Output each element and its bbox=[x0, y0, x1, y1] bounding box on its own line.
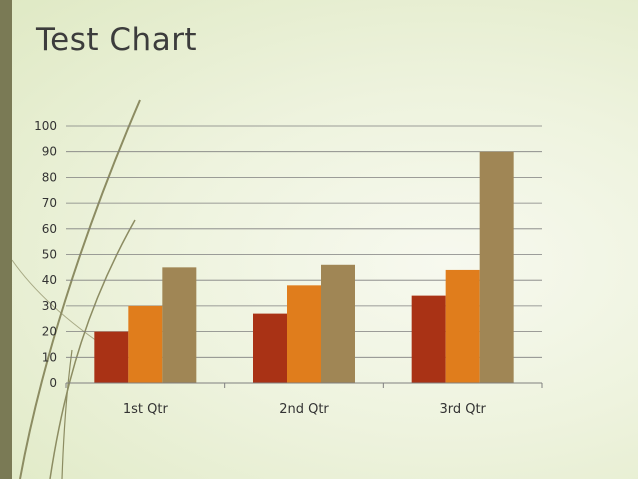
y-tick-label: 90 bbox=[42, 145, 57, 159]
bar-series1-2nd-qtr bbox=[253, 313, 287, 383]
x-tick-label: 1st Qtr bbox=[123, 402, 169, 417]
bar-series2-2nd-qtr bbox=[287, 285, 321, 383]
x-axis-tick-labels: 1st Qtr 2nd Qtr 3rd Qtr bbox=[123, 402, 487, 417]
y-tick-label: 30 bbox=[42, 299, 57, 313]
chart-title: Test Chart bbox=[36, 22, 198, 58]
bar-series3-2nd-qtr bbox=[321, 264, 355, 383]
x-axis bbox=[65, 382, 543, 388]
y-tick-label: 0 bbox=[49, 376, 57, 390]
y-tick-label: 40 bbox=[42, 273, 57, 287]
y-tick-label: 80 bbox=[42, 170, 57, 184]
x-tick-label: 2nd Qtr bbox=[279, 402, 329, 417]
bar-series1-1st-qtr bbox=[94, 331, 129, 383]
y-tick-label: 50 bbox=[42, 248, 57, 262]
y-tick-label: 60 bbox=[42, 222, 57, 236]
y-tick-label: 100 bbox=[34, 119, 57, 133]
y-tick-label: 20 bbox=[42, 325, 57, 339]
bar-series3-3rd-qtr bbox=[479, 151, 514, 383]
bar-series2-1st-qtr bbox=[128, 305, 163, 383]
bars bbox=[94, 151, 514, 383]
bar-series3-1st-qtr bbox=[162, 267, 197, 383]
bar-series1-3rd-qtr bbox=[411, 295, 446, 383]
x-tick-label: 3rd Qtr bbox=[439, 402, 486, 417]
y-tick-label: 10 bbox=[42, 350, 57, 364]
bar-series2-3rd-qtr bbox=[445, 269, 480, 383]
y-axis-tick-labels: 0 10 20 30 40 50 60 70 80 90 100 bbox=[34, 119, 57, 390]
y-tick-label: 70 bbox=[42, 196, 57, 210]
left-accent-bar bbox=[0, 0, 12, 479]
